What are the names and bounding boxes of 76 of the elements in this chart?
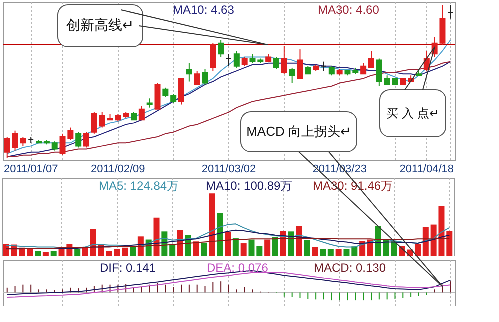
annotation: 买 入 点↵ [386,106,440,120]
candlestick [52,141,58,152]
bar [446,231,453,256]
bar [328,249,334,256]
candlestick [360,62,367,75]
candlestick [76,132,82,148]
bar [422,227,429,256]
bar [201,242,208,256]
candlestick [170,94,177,104]
bar [209,194,216,256]
bar [225,232,231,256]
bar [232,238,239,256]
bar [50,251,57,256]
text: MA5: 124.84万 [99,179,180,193]
candlestick [210,42,216,72]
candlestick [91,112,98,134]
bar [248,240,255,256]
candlestick [218,40,224,58]
candlestick [368,50,374,68]
candlestick [376,58,382,87]
bar [320,249,326,256]
x-tick-label: 2011/01/07 [4,164,58,176]
text: MA10: 4.63 [173,3,235,17]
series-label: MACD: 0.130 [314,261,386,275]
candlestick [146,98,153,108]
bar [272,237,278,256]
series-label: DEA: 0.076 [207,261,269,275]
x-tick-label: 2011/02/09 [91,164,146,176]
candlestick [84,132,90,148]
annotation: 创新高线↵ [66,17,134,33]
candlestick [234,50,240,68]
candlestick [320,61,327,72]
bar [304,240,310,256]
bar [240,244,247,256]
bar [264,240,271,256]
bar [312,247,318,256]
text: MA10: 100.89万 [206,179,293,193]
bar [154,218,160,256]
candlestick [194,70,200,86]
candlestick [162,87,169,98]
bar [130,246,136,256]
bar [296,226,302,256]
candlestick [202,68,208,86]
candlestick [242,56,248,67]
candlestick [178,78,185,106]
candlestick [4,136,10,159]
bar [193,242,200,256]
x-tick-label: 2011/04/18 [400,164,454,176]
candlestick [99,112,106,128]
series-label: DIF: 0.141 [100,261,156,275]
bar [170,244,176,256]
candlestick [297,49,304,80]
bar [217,212,224,256]
candlestick [448,4,454,20]
bar [27,249,34,256]
bar [352,246,358,256]
bar [344,249,350,256]
bar [35,251,42,256]
candlestick [138,106,145,121]
candlestick [289,67,296,84]
bar [414,244,421,256]
text: MA30: 4.60 [318,3,380,17]
candlestick [273,56,280,70]
bar [90,229,96,256]
bar [122,248,128,256]
candlestick [281,46,288,75]
candlestick [328,66,335,76]
x-tick-label: 2011/03/02 [202,164,256,176]
candlestick [226,54,232,67]
bar [336,249,342,256]
annotation: MACD 向上拐头↵ [246,124,352,139]
candlestick [186,62,192,82]
bar [256,246,263,256]
candlestick [250,54,256,64]
bar [42,252,49,256]
bar [74,249,81,256]
